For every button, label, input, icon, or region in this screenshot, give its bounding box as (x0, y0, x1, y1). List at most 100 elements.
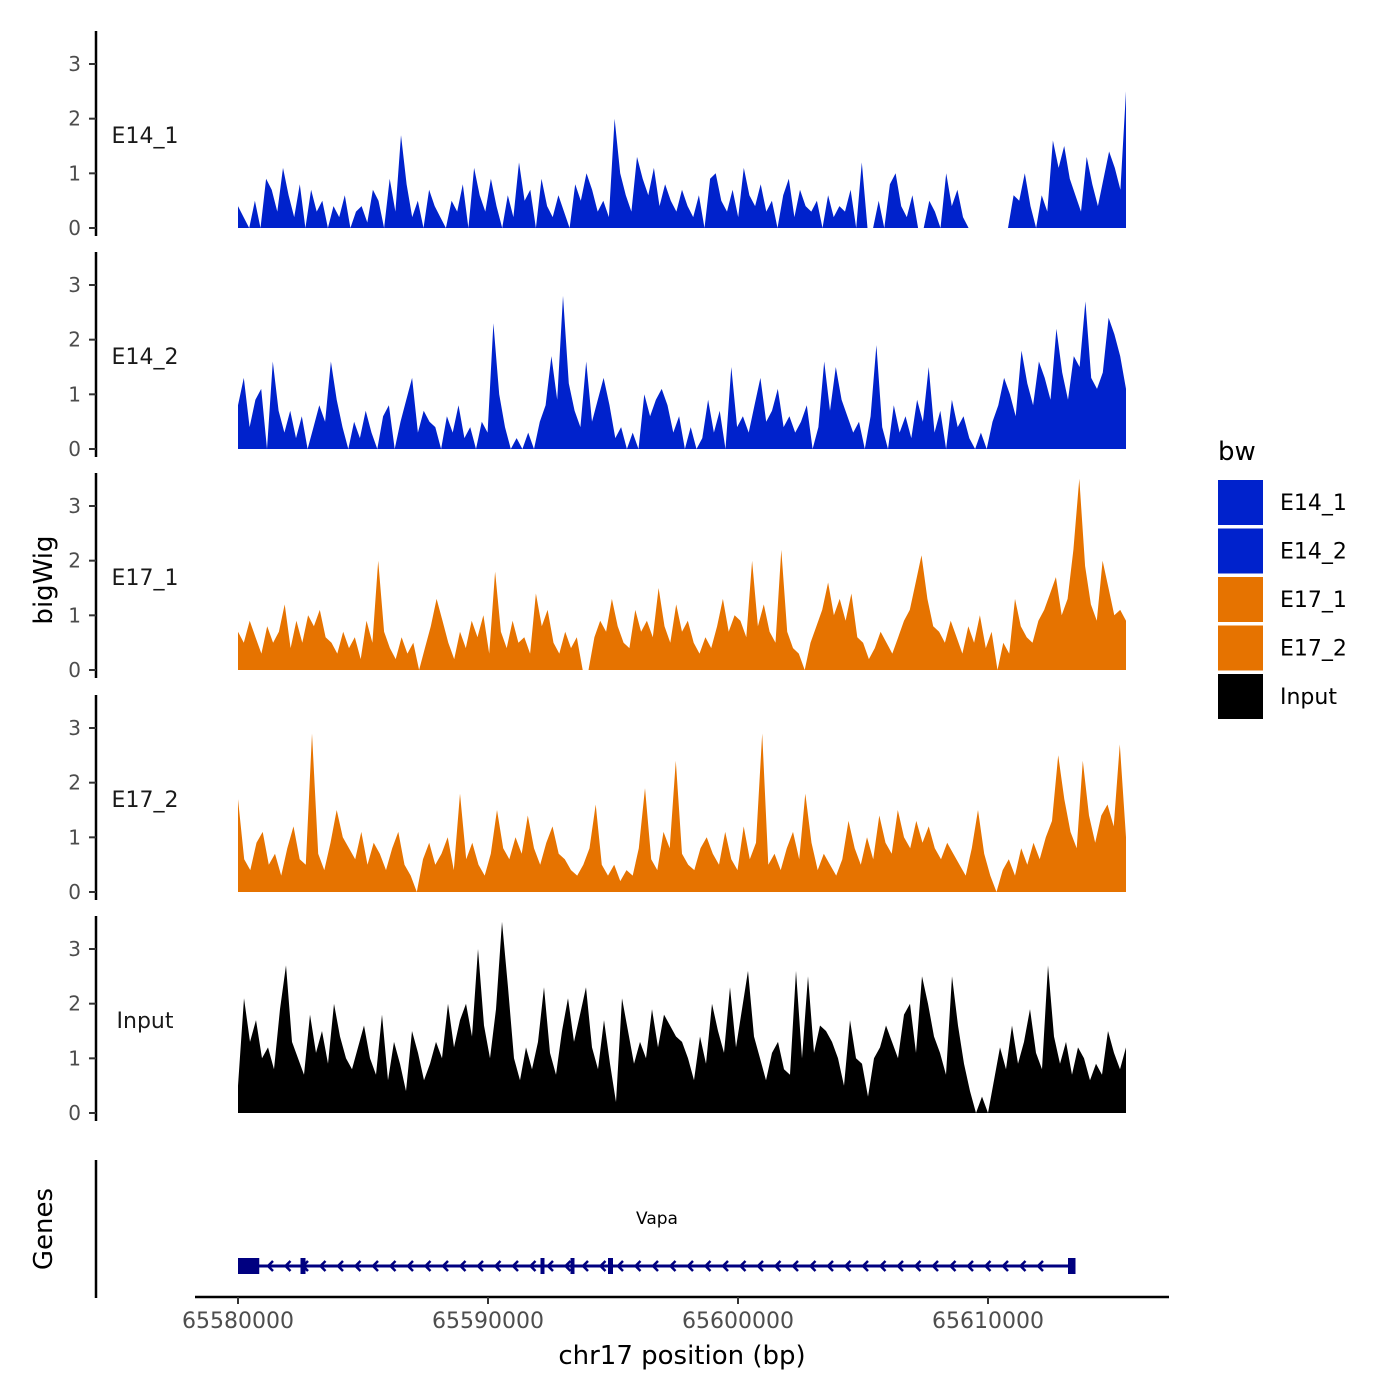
strand-arrow (773, 1260, 782, 1272)
strand-arrow (266, 1260, 274, 1272)
strand-arrow (283, 1260, 292, 1272)
track-Input: 0 1 2 3 Input (68, 916, 1126, 1125)
signal-area-E17_1 (238, 478, 1126, 670)
y-tick-label: 1 (68, 603, 81, 627)
legend-swatch-E14_2 (1218, 528, 1263, 574)
track-label-E14_2: E14_2 (112, 345, 179, 370)
track-label-E17_1: E17_1 (112, 566, 179, 591)
x-tick-label: 65610000 (932, 1309, 1044, 1334)
track-E14_2: 0 1 2 3 E14_2 (68, 252, 1126, 461)
exon (300, 1258, 306, 1274)
strand-arrow (616, 1260, 624, 1272)
exon (570, 1258, 575, 1274)
strand-arrow (563, 1260, 572, 1272)
strand-arrow (423, 1260, 432, 1272)
signal-area-E14_1 (238, 91, 1126, 228)
y-tick-label: 2 (68, 107, 81, 131)
legend-title: bw (1218, 437, 1256, 467)
signal-area-E14_2 (238, 295, 1126, 449)
strand-arrow (511, 1260, 519, 1272)
legend-label-Input: Input (1280, 685, 1337, 710)
strand-arrow (878, 1260, 887, 1272)
legend-swatch-E17_1 (1218, 577, 1263, 622)
strand-arrow (843, 1260, 852, 1272)
legend-label-E17_2: E17_2 (1280, 637, 1347, 662)
strand-arrow (598, 1260, 607, 1272)
signal-area-E17_2 (238, 733, 1126, 892)
strand-arrow (336, 1260, 344, 1272)
x-axis: 65580000 65590000 65600000 65610000 chr17 p… (182, 1295, 1169, 1371)
strand-arrow (353, 1260, 362, 1272)
y-tick-label: 2 (68, 992, 81, 1016)
strand-arrow (318, 1260, 327, 1272)
track-E14_1: 0 1 2 3 E14_1 (68, 31, 1126, 240)
track-E17_1: 0 1 2 3 E17_1 (68, 473, 1126, 682)
legend-label-E17_1: E17_1 (1280, 588, 1347, 613)
y-tick-label: 2 (68, 771, 81, 795)
signal-tracks: 0 1 2 3 E14_1 0 1 2 3 E14_2 0 1 2 3 E17_1 0 1 2 3 E17_2 0 1 2 3… (68, 31, 1126, 1125)
y-tick-label: 3 (68, 716, 81, 740)
strand-arrow (1001, 1260, 1009, 1272)
exon (540, 1258, 545, 1274)
gene-label: Vapa (636, 1209, 678, 1229)
y-tick-label: 1 (68, 1046, 81, 1070)
exon (238, 1258, 260, 1274)
strand-arrow (633, 1260, 642, 1272)
exon (1068, 1258, 1076, 1274)
strand-arrow (738, 1260, 747, 1272)
track-label-Input: Input (117, 1009, 174, 1034)
strand-arrow (983, 1260, 992, 1272)
legend-label-E14_2: E14_2 (1280, 540, 1347, 565)
legend-label-E14_1: E14_1 (1280, 491, 1347, 516)
strand-arrow (441, 1260, 449, 1272)
strand-arrow (493, 1260, 502, 1272)
y-tick-label: 0 (68, 658, 81, 682)
track-E17_2: 0 1 2 3 E17_2 (68, 695, 1126, 904)
strand-arrow (458, 1260, 467, 1272)
strand-arrow (931, 1260, 939, 1272)
strand-arrows (266, 1260, 1044, 1272)
y-tick-label: 1 (68, 825, 81, 849)
strand-arrow (388, 1260, 397, 1272)
gene-exons (238, 1258, 1076, 1274)
x-axis-title: chr17 position (bp) (558, 1341, 805, 1371)
strand-arrow (581, 1260, 589, 1272)
strand-arrow (1036, 1260, 1044, 1272)
y-tick-label: 3 (68, 494, 81, 518)
track-label-E14_1: E14_1 (112, 124, 179, 149)
strand-arrow (686, 1260, 694, 1272)
legend: bw E14_1 E14_2 E17_1 E17_2 Input (1218, 437, 1347, 719)
legend-entries: E14_1 E14_2 E17_1 E17_2 Input (1218, 480, 1347, 719)
y-tick-label: 0 (68, 437, 81, 461)
legend-swatch-Input (1218, 674, 1263, 719)
genes-axis-title: Genes (29, 1188, 59, 1270)
legend-swatch-E14_1 (1218, 480, 1263, 525)
strand-arrow (703, 1260, 712, 1272)
strand-arrow (406, 1260, 414, 1272)
y-tick-label: 0 (68, 880, 81, 904)
x-tick-label: 65590000 (432, 1309, 544, 1334)
strand-arrow (826, 1260, 834, 1272)
legend-swatch-E17_2 (1218, 625, 1263, 671)
x-tick-label: 65580000 (182, 1309, 294, 1334)
strand-arrow (476, 1260, 484, 1272)
y-tick-label: 2 (68, 328, 81, 352)
strand-arrow (966, 1260, 974, 1272)
strand-arrow (668, 1260, 677, 1272)
y-tick-label: 0 (68, 216, 81, 240)
strand-arrow (721, 1260, 729, 1272)
y-tick-label: 3 (68, 273, 81, 297)
y-tick-label: 2 (68, 549, 81, 573)
strand-arrow (791, 1260, 799, 1272)
strand-arrow (948, 1260, 957, 1272)
track-label-E17_2: E17_2 (112, 788, 179, 813)
strand-arrow (371, 1260, 379, 1272)
exon (608, 1258, 613, 1274)
strand-arrow (651, 1260, 659, 1272)
strand-arrow (808, 1260, 817, 1272)
y-tick-label: 1 (68, 382, 81, 406)
strand-arrow (756, 1260, 764, 1272)
y-tick-label: 1 (68, 161, 81, 185)
y-axis-title: bigWig (29, 535, 59, 624)
